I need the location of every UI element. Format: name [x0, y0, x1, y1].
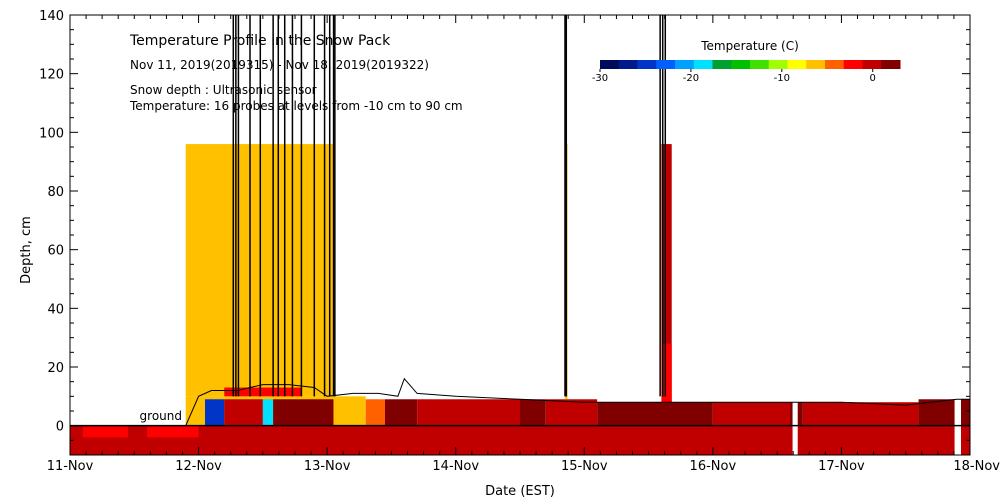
temperature-cell	[333, 396, 366, 426]
temperature-cell	[273, 399, 334, 426]
temperature-cell	[82, 425, 128, 438]
probes-annotation: Temperature: 16 probes at levels from -1…	[129, 99, 463, 113]
chart-title: Temperature Profile in the Snow Pack	[129, 33, 391, 49]
plot-area	[70, 15, 970, 455]
temperature-cell	[712, 402, 790, 426]
colorbar-swatch	[675, 60, 695, 69]
temperature-cell	[385, 399, 418, 426]
x-tick-label: 11-Nov	[47, 459, 94, 474]
data-gap	[792, 399, 798, 455]
x-tick-label: 18-Nov	[953, 459, 1000, 474]
colorbar-swatch	[637, 60, 657, 69]
colorbar-title: Temperature (C)	[700, 39, 799, 53]
axes: 0 20 40 60 80 100 120 140 11-Nov 12-Nov 13-Nov 14-N…	[39, 9, 1000, 474]
colorbar-tick-label: -30	[592, 73, 608, 84]
colorbar: -30 -20 -10 0	[592, 60, 901, 84]
y-tick-label: 40	[47, 302, 64, 317]
temperature-cell	[147, 425, 199, 438]
temperature-cell	[224, 399, 263, 426]
temperature-cell	[802, 402, 919, 426]
y-tick-label: 20	[47, 361, 64, 376]
y-tick-label: 140	[39, 9, 64, 24]
colorbar-tick-label: 0	[870, 73, 876, 84]
colorbar-swatch	[693, 60, 713, 69]
temperature-cell	[661, 343, 672, 403]
y-tick-label: 80	[47, 185, 64, 200]
colorbar-swatch	[862, 60, 882, 69]
temperature-cell	[205, 399, 225, 426]
y-tick-label: 0	[56, 420, 64, 435]
colorbar-swatch	[843, 60, 863, 69]
y-tick-label: 60	[47, 244, 64, 259]
colorbar-tick-label: -20	[683, 73, 699, 84]
temperature-cell	[224, 387, 302, 397]
x-tick-label: 12-Nov	[175, 459, 222, 474]
temperature-cell	[545, 399, 598, 426]
colorbar-swatch	[881, 60, 901, 69]
temperature-cell	[520, 399, 546, 426]
colorbar-swatch	[768, 60, 788, 69]
x-tick-label: 17-Nov	[818, 459, 865, 474]
temperature-cell	[365, 399, 385, 426]
temperature-cell	[661, 144, 672, 403]
date-range-label: Nov 11, 2019(2019315) - Nov 18, 2019(201…	[130, 58, 429, 72]
colorbar-swatch	[618, 60, 638, 69]
x-tick-label: 14-Nov	[432, 459, 479, 474]
colorbar-swatch	[656, 60, 676, 69]
x-tick-label: 16-Nov	[690, 459, 737, 474]
colorbar-swatch	[787, 60, 807, 69]
temperature-cell	[597, 402, 713, 426]
x-tick-label: 13-Nov	[304, 459, 351, 474]
snow-depth-line	[70, 377, 970, 427]
temperature-cell	[918, 399, 970, 426]
temperature-cell	[790, 425, 970, 444]
colorbar-swatch	[806, 60, 826, 69]
y-tick-label: 100	[39, 126, 64, 141]
temperature-cell	[262, 399, 274, 426]
colorbar-swatch	[825, 60, 845, 69]
colorbar-swatch	[600, 60, 620, 69]
x-axis-label: Date (EST)	[485, 484, 555, 499]
temperature-cell	[417, 399, 520, 426]
ground-label: ground	[140, 409, 182, 423]
sensor-annotation: Snow depth : Ultrasonic sensor	[130, 83, 317, 97]
data-gap	[954, 399, 961, 455]
colorbar-tick-label: -10	[774, 73, 790, 84]
colorbar-swatch	[750, 60, 770, 69]
y-tick-label: 120	[39, 68, 64, 83]
y-axis-label: Depth, cm	[19, 216, 34, 284]
x-tick-label: 15-Nov	[561, 459, 608, 474]
colorbar-swatch	[712, 60, 732, 69]
colorbar-swatch	[731, 60, 751, 69]
